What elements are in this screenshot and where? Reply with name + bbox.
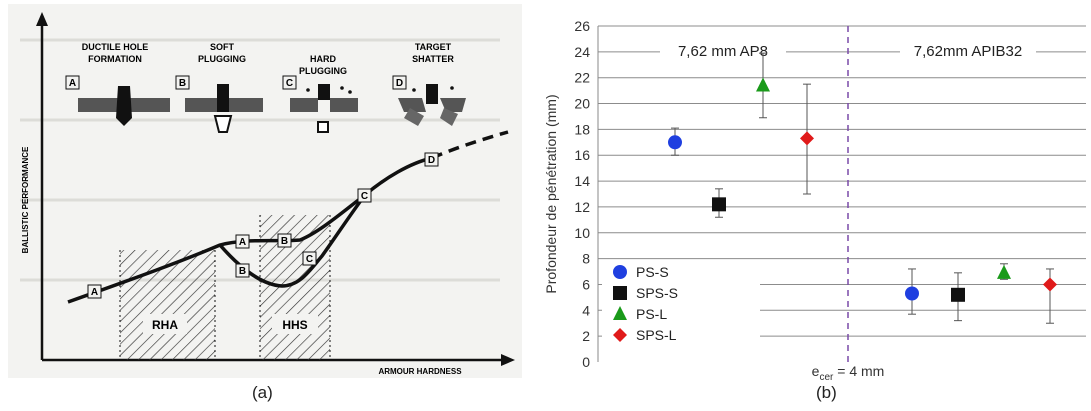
stage-a-letter: A — [69, 78, 76, 89]
y-tick-label: 14 — [574, 173, 590, 189]
caption-b: (b) — [816, 383, 837, 402]
stage-d-line2: SHATTER — [412, 54, 454, 64]
legend-marker-ps-s — [613, 265, 627, 279]
zone-rha — [120, 250, 215, 360]
legend-label-ps-s: PS-S — [636, 264, 669, 280]
y-axis-label: Profondeur de pénétration (mm) — [543, 94, 559, 293]
data-point-sps-l — [1043, 277, 1057, 292]
data-point-sps-l — [800, 131, 814, 146]
stage-a-line2: FORMATION — [88, 54, 142, 64]
zone-rha-label: RHA — [152, 318, 178, 332]
stage-d-sketch — [398, 84, 466, 126]
y-tick-label: 12 — [574, 199, 590, 215]
y-tick-label: 24 — [574, 44, 590, 60]
stage-a-line1: DUCTILE HOLE — [82, 42, 149, 52]
y-tick-label: 0 — [582, 354, 590, 370]
data-point-ps-l — [756, 77, 770, 92]
y-tick-label: 20 — [574, 96, 590, 112]
stage-c-letter: C — [286, 78, 293, 89]
stage-b-sketch — [185, 84, 263, 133]
data-point-ps-s — [905, 286, 919, 301]
y-tick-label: 6 — [582, 276, 590, 292]
ballistic-schematic: RHA HHS A A B B C C D DUCTILE HOLE FORMA… — [8, 4, 522, 378]
data-point-sps-s — [712, 197, 726, 212]
y-tick-label: 22 — [574, 70, 590, 86]
stage-d-line1: TARGET — [415, 42, 452, 52]
stage-a-sketch — [78, 86, 170, 126]
curve-marker-c1: C — [306, 254, 313, 265]
y-tick-label: 18 — [574, 121, 590, 137]
legend-marker-sps-s — [613, 286, 627, 300]
zone-hhs — [260, 215, 330, 360]
stage-c-sketch — [290, 84, 358, 133]
y-tick-label: 16 — [574, 147, 590, 163]
caption-a: (a) — [252, 383, 273, 402]
curve-marker-b1: B — [239, 266, 246, 277]
stage-b-line1: SOFT — [210, 42, 235, 52]
panel-a-schematic: RHA HHS A A B B C C D DUCTILE HOLE FORMA… — [0, 0, 530, 411]
curve-marker-c2: C — [361, 191, 368, 202]
curve-marker-a2: A — [239, 237, 246, 248]
x-axis-label: ecer = 4 mm — [812, 363, 885, 380]
y-tick-label: 10 — [574, 225, 590, 241]
data-point-sps-s — [951, 287, 965, 302]
data-point-ps-l — [997, 264, 1011, 279]
y-tick-label: 2 — [582, 328, 590, 344]
x-axis-label-a: ARMOUR HARDNESS — [378, 367, 462, 376]
zone-hhs-label: HHS — [282, 318, 307, 332]
region-label-apib32: 7,62mm APIB32 — [914, 43, 1022, 60]
region-label-ap8: 7,62 mm AP8 — [678, 43, 768, 60]
curve-marker-a1: A — [91, 287, 98, 298]
y-tick-label: 8 — [582, 251, 590, 267]
stage-d-letter: D — [396, 78, 403, 89]
stage-c-line1: HARD — [310, 54, 336, 64]
legend-label-sps-l: SPS-L — [636, 327, 677, 343]
panel-b-chart: 0 2 4 6 8 10 12 14 16 18 20 22 24 26 7,62 mm AP8 7,62… — [540, 0, 1091, 411]
legend-label-ps-l: PS-L — [636, 306, 667, 322]
legend-label-sps-s: SPS-S — [636, 285, 678, 301]
stage-b-line2: PLUGGING — [198, 54, 246, 64]
curve-marker-d: D — [428, 155, 435, 166]
data-point-ps-s — [668, 135, 682, 150]
performance-curve-lower — [218, 193, 367, 288]
y-tick-label: 4 — [582, 302, 590, 318]
curve-marker-b2: B — [281, 236, 288, 247]
stage-c-line2: PLUGGING — [299, 66, 347, 76]
legend: PS-S SPS-S PS-L SPS-L — [613, 264, 678, 343]
legend-marker-sps-l — [613, 328, 627, 342]
y-tick-label: 26 — [574, 18, 590, 34]
stage-b-letter: B — [179, 78, 186, 89]
y-axis-label-a: BALLISTIC PERFORMANCE — [21, 146, 30, 253]
legend-marker-ps-l — [613, 306, 627, 320]
